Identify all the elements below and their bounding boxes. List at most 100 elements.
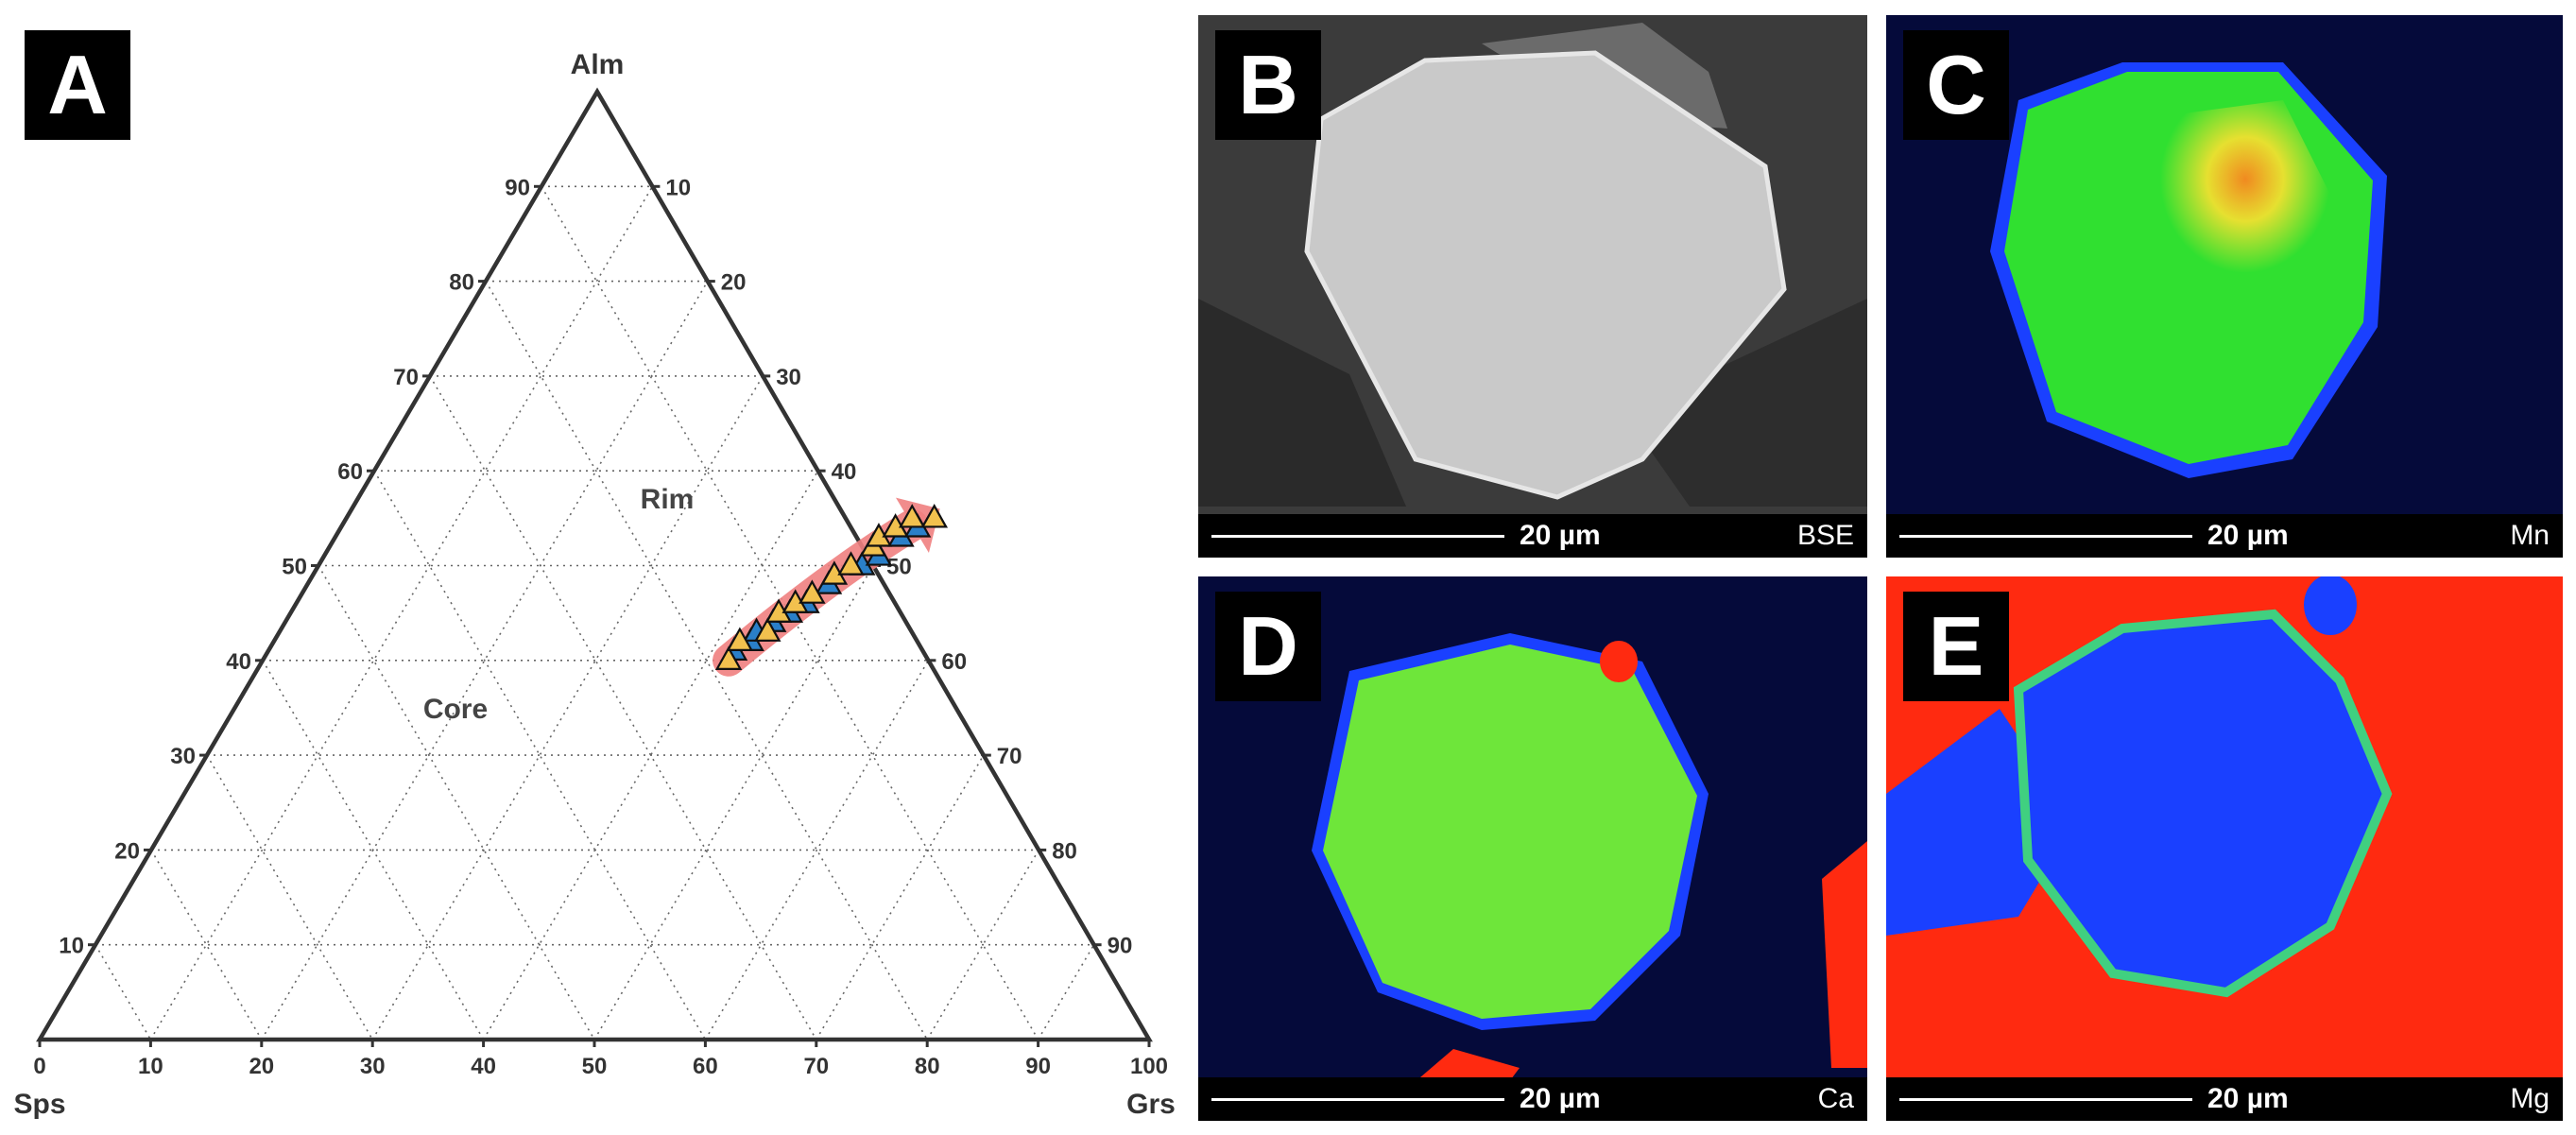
- annotation-core: Core: [423, 694, 488, 725]
- left-tick-label: 40: [226, 649, 251, 675]
- ternary-tick-labels: 10 20 30 40 50 60 70 80 90 10 20 30 40 50 60 70 80 90 0 10 2…: [33, 175, 1168, 1079]
- right-tick-label: 30: [776, 365, 801, 390]
- data-point-s1-11: [899, 504, 926, 528]
- micrograph-image-ca: [1198, 576, 1867, 1077]
- bse-garnet-crystal: [1304, 50, 1787, 500]
- bse-matrix-dark-right: [1623, 299, 1867, 507]
- data-points: [714, 504, 948, 671]
- bottom-tick-label: 100: [1130, 1054, 1168, 1079]
- right-tick-label: 40: [832, 459, 857, 485]
- bottom-tick-label: 90: [1025, 1054, 1051, 1079]
- mg-garnet-crystal: [2013, 609, 2393, 998]
- micrograph-ca-map: D 20 µm Ca: [1198, 576, 1867, 1121]
- grid-line-grs-60: [704, 660, 930, 1040]
- apex-label-grs: Grs: [1126, 1089, 1176, 1120]
- scale-bar-line: [1211, 1098, 1504, 1101]
- bottom-tick-label: 30: [360, 1054, 386, 1079]
- bottom-tick-label: 0: [33, 1054, 45, 1079]
- scale-bar-label: 20 µm: [1520, 1083, 1601, 1114]
- left-tick-label: 50: [282, 555, 307, 580]
- annotation-rim: Rim: [641, 484, 695, 515]
- ternary-edges: [36, 87, 1153, 1042]
- grid-line-sps-30: [429, 375, 817, 1040]
- data-point-s1-2: [754, 617, 781, 642]
- scale-bar-strip: 20 µm BSE: [1198, 514, 1867, 558]
- left-tick-label: 80: [449, 270, 474, 296]
- micrograph-bse: B 20 µm BSE: [1198, 15, 1867, 558]
- left-tick-label: 20: [114, 838, 140, 864]
- bottom-tick-label: 10: [138, 1054, 163, 1079]
- scale-bar-line: [1899, 535, 2192, 538]
- grid-line-sps-60: [262, 660, 485, 1040]
- right-tick-label: 10: [665, 175, 691, 200]
- mn-core: [2141, 100, 2330, 308]
- ternary-diagram: 10 20 30 40 50 60 70 80 90 10 20 30 40 50 60 70 80 90 0 10 2…: [13, 49, 1176, 1120]
- data-point-s1-5: [799, 579, 826, 604]
- grid-line-sps-20: [485, 281, 928, 1040]
- scale-bar-label: 20 µm: [1520, 520, 1601, 551]
- grid-line-grs-70: [816, 754, 985, 1040]
- panel-label-c: C: [1903, 30, 2009, 140]
- left-tick-label: 60: [337, 459, 363, 485]
- micrograph-mn-map: C 20 µm Mn: [1886, 15, 2563, 558]
- data-point-s1-7: [837, 551, 865, 576]
- right-tick-label: 80: [1052, 838, 1077, 864]
- scale-bar-strip: 20 µm Ca: [1198, 1077, 1867, 1121]
- left-tick-label: 90: [505, 175, 530, 200]
- right-tick-label: 90: [1108, 934, 1133, 959]
- element-label: Ca: [1817, 1083, 1854, 1114]
- grid-line-grs-30: [371, 375, 764, 1040]
- ternary-panel: A 10 20 30 40 50 60 70 80 90 10 20 30 40 50 60 70 80 90 0 1…: [0, 0, 1181, 1130]
- right-tick-label: 20: [721, 270, 747, 296]
- left-tick-label: 70: [393, 365, 419, 390]
- bse-matrix-dark: [1198, 299, 1406, 507]
- element-label: Mn: [2510, 520, 2550, 551]
- bottom-tick-label: 60: [693, 1054, 718, 1079]
- micrograph-image-bse: [1198, 15, 1867, 514]
- scale-bar-line: [1899, 1098, 2192, 1101]
- panel-label-d: D: [1215, 592, 1321, 701]
- data-point-s1-12: [920, 504, 948, 528]
- ternary-grid: [94, 185, 1095, 1040]
- bottom-tick-label: 20: [249, 1054, 274, 1079]
- bottom-tick-label: 80: [915, 1054, 940, 1079]
- bottom-tick-label: 40: [471, 1054, 496, 1079]
- grid-line-grs-20: [261, 281, 709, 1040]
- right-tick-label: 70: [997, 744, 1022, 769]
- ca-grain: [1323, 645, 1697, 1019]
- bottom-tick-label: 70: [803, 1054, 829, 1079]
- grid-line-grs-50: [593, 565, 874, 1040]
- micrograph-image-mn: [1886, 15, 2563, 514]
- panel-label-e: E: [1903, 592, 2009, 701]
- panel-label-a: A: [25, 30, 130, 140]
- right-tick-label: 50: [886, 555, 912, 580]
- mg-grain-top: [2304, 576, 2357, 635]
- scale-bar-label: 20 µm: [2207, 1083, 2289, 1114]
- grid-line-grs-10: [149, 185, 654, 1040]
- data-point-s1-0: [714, 645, 743, 671]
- triangle-outline: [36, 87, 1153, 1042]
- right-tick-label: 60: [941, 649, 967, 675]
- bottom-tick-label: 50: [582, 1054, 608, 1079]
- ca-hotspot-bottom: [1420, 1049, 1520, 1077]
- grid-line-sps-50: [318, 565, 595, 1040]
- left-tick-label: 30: [170, 744, 196, 769]
- grid-line-sps-70: [206, 754, 373, 1040]
- scale-bar-label: 20 µm: [2207, 520, 2289, 551]
- scale-bar-strip: 20 µm Mn: [1886, 514, 2563, 558]
- element-label: Mg: [2510, 1083, 2550, 1114]
- panel-label-b: B: [1215, 30, 1321, 140]
- micrograph-image-mg: [1886, 576, 2563, 1077]
- micrograph-mg-map: E 20 µm Mg: [1886, 576, 2563, 1121]
- scale-bar-strip: 20 µm Mg: [1886, 1077, 2563, 1121]
- apex-label-alm: Alm: [571, 49, 625, 80]
- data-point-s1-1: [726, 627, 754, 651]
- apex-label-sps: Sps: [13, 1089, 65, 1120]
- element-label: BSE: [1796, 520, 1854, 551]
- grid-line-grs-90: [1037, 944, 1095, 1040]
- ca-hotspot-right: [1822, 841, 1867, 1068]
- ca-hotspot-top: [1600, 641, 1638, 682]
- grid-line-sps-90: [94, 944, 152, 1040]
- scale-bar-line: [1211, 535, 1504, 538]
- left-tick-label: 10: [59, 934, 84, 959]
